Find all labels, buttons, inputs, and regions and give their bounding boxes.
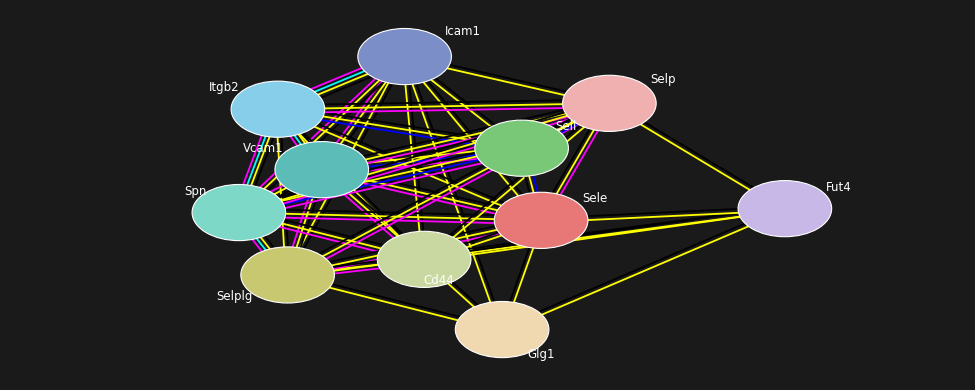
Ellipse shape — [377, 231, 471, 287]
Text: Selp: Selp — [650, 73, 676, 87]
Text: Sell: Sell — [555, 120, 576, 133]
Ellipse shape — [455, 301, 549, 358]
Text: Selplg: Selplg — [215, 290, 253, 303]
Ellipse shape — [738, 181, 832, 237]
Text: Sele: Sele — [582, 192, 607, 206]
Ellipse shape — [231, 81, 325, 137]
Ellipse shape — [192, 184, 286, 241]
Ellipse shape — [275, 142, 369, 198]
Text: Cd44: Cd44 — [423, 274, 454, 287]
Ellipse shape — [494, 192, 588, 248]
Text: Icam1: Icam1 — [446, 25, 481, 38]
Text: Glg1: Glg1 — [527, 348, 555, 362]
Ellipse shape — [358, 28, 451, 85]
Text: Itgb2: Itgb2 — [209, 81, 240, 94]
Text: Spn: Spn — [184, 184, 206, 198]
Ellipse shape — [241, 247, 334, 303]
Ellipse shape — [563, 75, 656, 131]
Text: Fut4: Fut4 — [826, 181, 851, 194]
Text: Vcam1: Vcam1 — [243, 142, 284, 155]
Ellipse shape — [475, 120, 568, 176]
